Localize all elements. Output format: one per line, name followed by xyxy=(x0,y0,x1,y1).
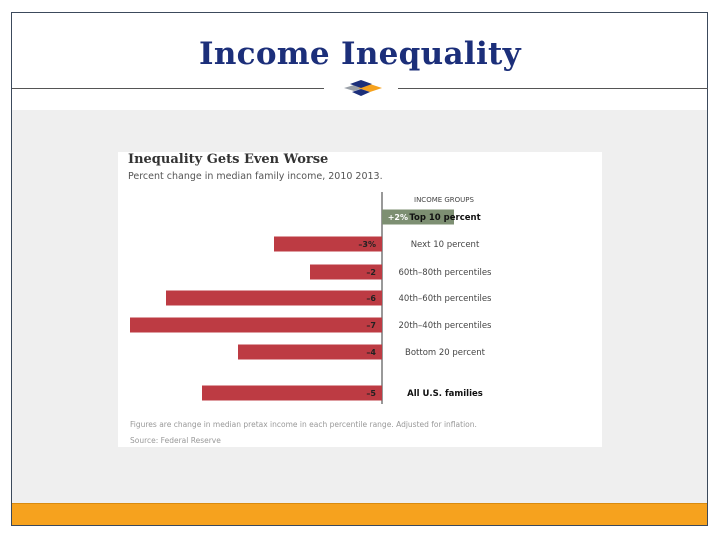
chart-panel: INCOME GROUPS +2% Top 10 percent –3% Next 10… xyxy=(118,152,602,447)
category-label: 40th–60th percentiles xyxy=(399,294,493,304)
bar xyxy=(130,317,382,333)
category-label: Next 10 percent xyxy=(411,240,480,250)
diamond-ornament-icon xyxy=(344,80,382,96)
value-label: –6 xyxy=(366,294,376,303)
title-rule-right xyxy=(398,88,708,89)
chart-subtitle: Percent change in median family income, … xyxy=(128,171,383,182)
chart-footnote: Figures are change in median pretax inco… xyxy=(130,420,477,429)
value-label: –4 xyxy=(366,348,376,357)
category-label: Bottom 20 percent xyxy=(405,348,486,358)
chart-source: Source: Federal Reserve xyxy=(130,436,221,445)
category-label: 60th–80th percentiles xyxy=(399,268,493,278)
bar-chart: INCOME GROUPS +2% Top 10 percent –3% Next 10… xyxy=(130,192,493,404)
legend-title: INCOME GROUPS xyxy=(414,196,475,204)
bar xyxy=(274,236,382,252)
bar xyxy=(238,344,382,360)
bar xyxy=(202,385,382,401)
category-label: All U.S. families xyxy=(407,389,483,399)
bar xyxy=(166,290,382,306)
value-label: +2% xyxy=(388,213,408,222)
value-label: –5 xyxy=(366,389,376,398)
slide-title: Income Inequality xyxy=(199,36,521,72)
title-rule-left xyxy=(12,88,324,89)
chart-title: Inequality Gets Even Worse xyxy=(128,152,329,167)
bar xyxy=(382,209,454,225)
value-label: –3% xyxy=(358,240,376,249)
footer-accent-bar xyxy=(12,503,707,525)
category-label: 20th–40th percentiles xyxy=(399,321,493,331)
value-label: –7 xyxy=(366,321,376,330)
bar xyxy=(310,264,382,280)
category-label: Top 10 percent xyxy=(409,213,480,223)
value-label: –2 xyxy=(366,268,376,277)
